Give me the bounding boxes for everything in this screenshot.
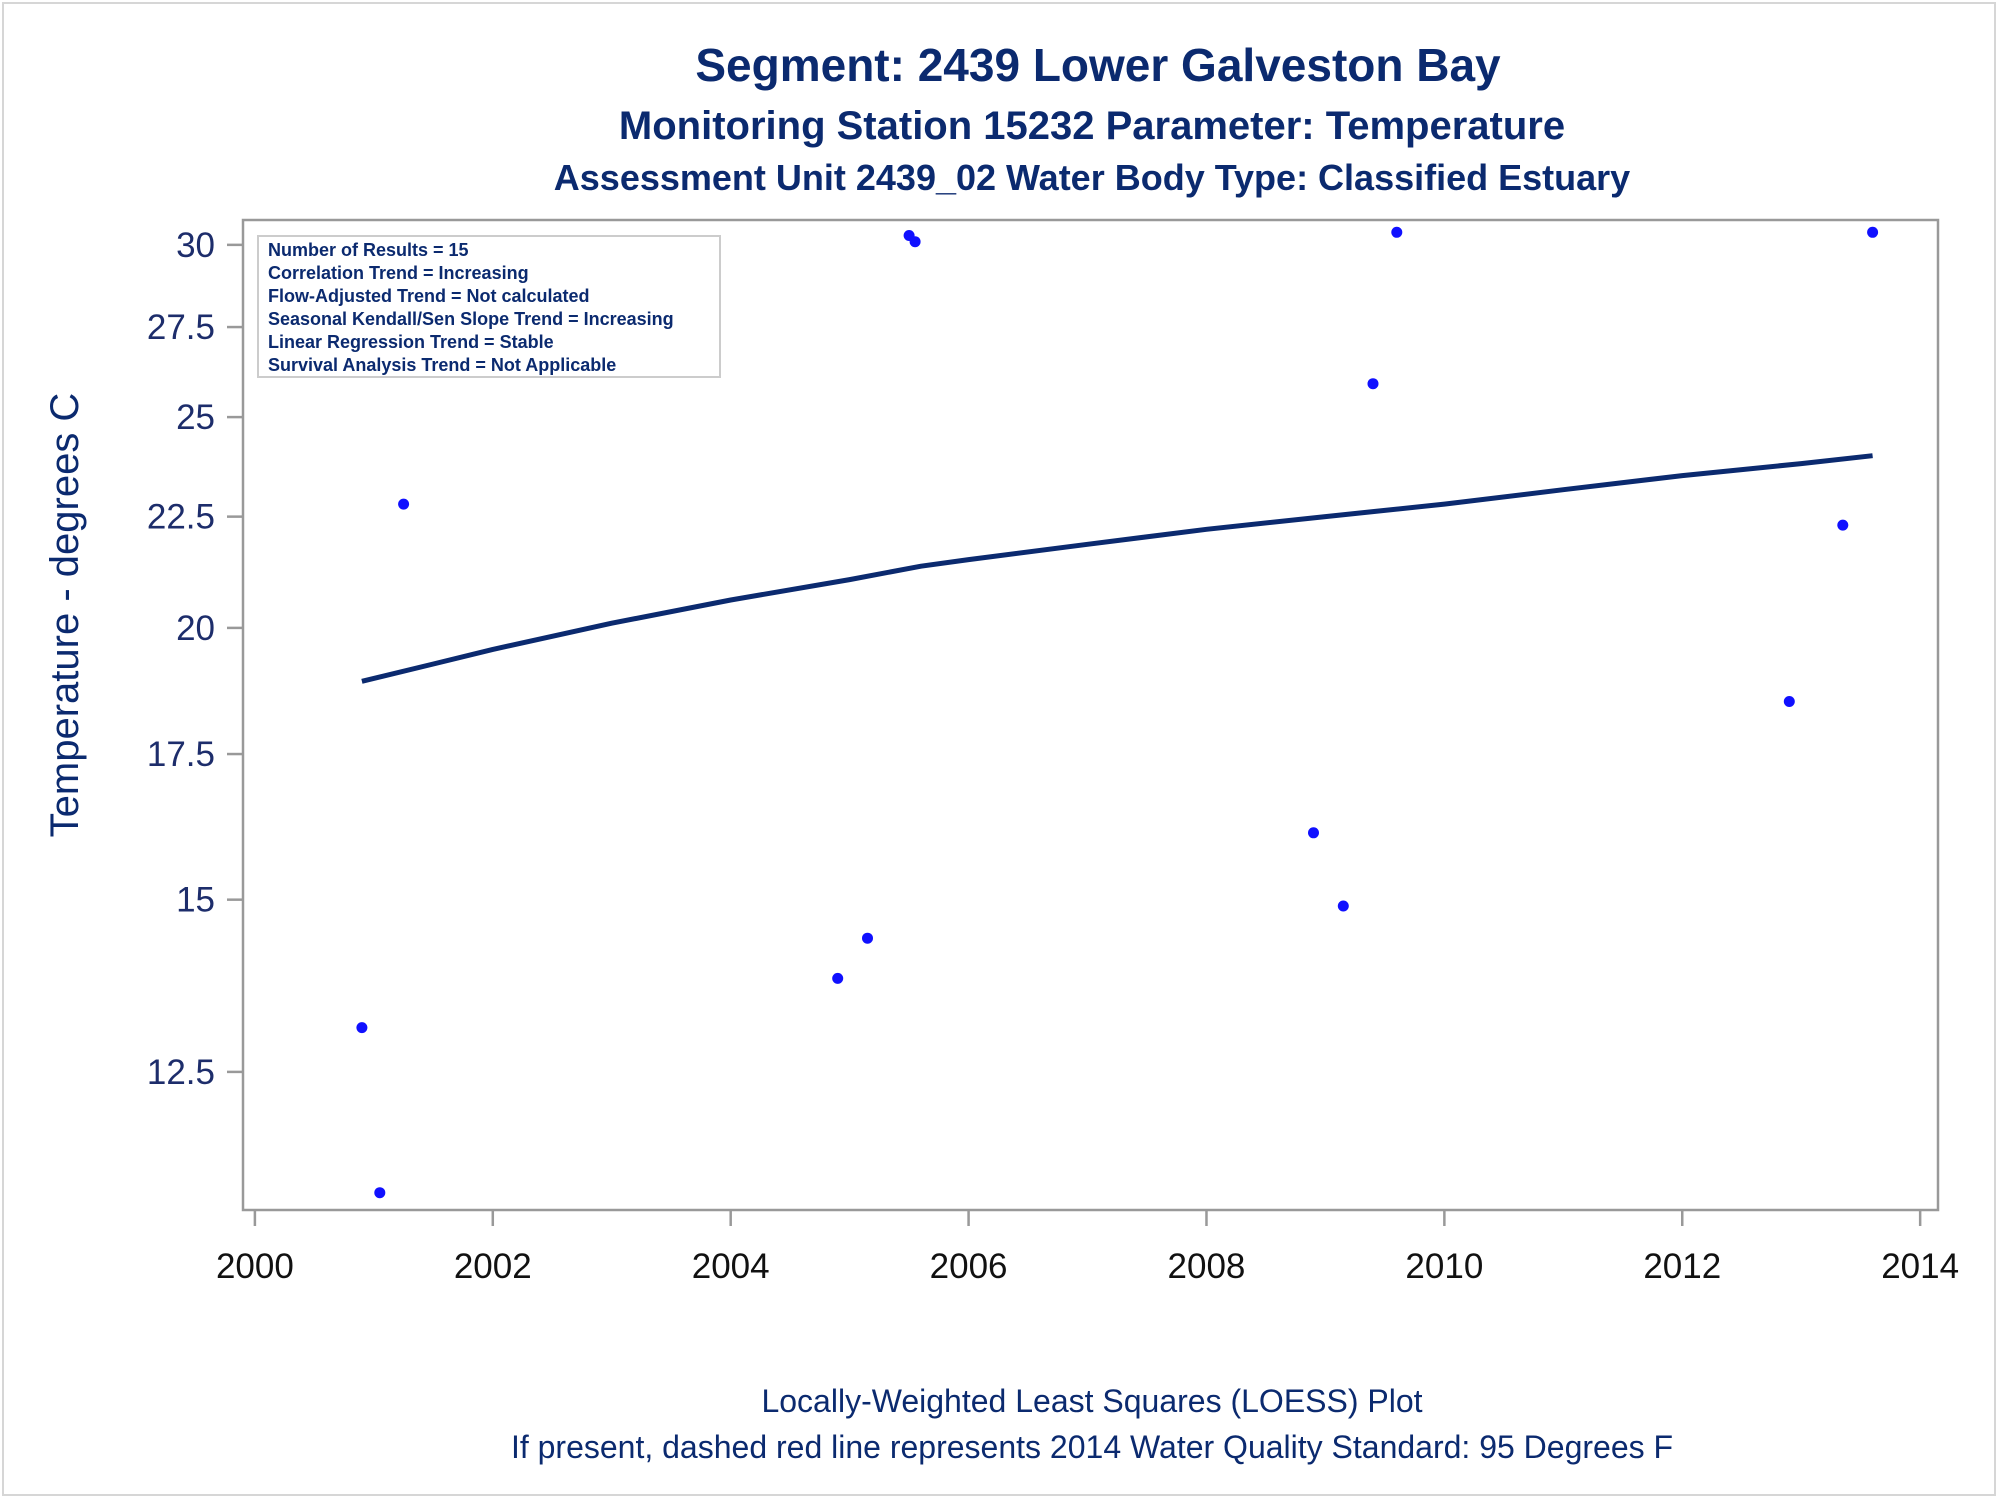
x-tick-label: 2014 bbox=[1881, 1247, 1959, 1286]
stats-box-border bbox=[257, 235, 721, 378]
stats-line-linear-regression: Linear Regression Trend = Stable bbox=[268, 332, 554, 352]
plot-area bbox=[241, 218, 1940, 1212]
data-point bbox=[1367, 378, 1379, 390]
data-point bbox=[1867, 226, 1879, 238]
loess-line bbox=[361, 453, 1873, 684]
stats-line-results: Number of Results = 15 bbox=[268, 240, 469, 260]
y-axis-label: Temperature - degrees C bbox=[43, 393, 87, 838]
x-tick-label: 2012 bbox=[1643, 1247, 1721, 1286]
data-point bbox=[862, 932, 873, 944]
footnote-standard: If present, dashed red line represents 2… bbox=[511, 1429, 1673, 1465]
data-point bbox=[1837, 519, 1849, 531]
stats-line-seasonal-kendall: Seasonal Kendall/Sen Slope Trend = Incre… bbox=[268, 309, 674, 329]
y-tick-label: 12.5 bbox=[147, 1053, 215, 1092]
x-tick-label: 2006 bbox=[930, 1247, 1008, 1286]
data-point bbox=[1308, 827, 1319, 839]
x-axis: 2000 2002 2004 2006 2008 2010 2012 2014 bbox=[216, 1210, 1959, 1286]
data-point bbox=[909, 236, 921, 248]
data-point bbox=[374, 1187, 386, 1199]
y-tick-label: 27.5 bbox=[147, 308, 215, 347]
y-tick-label: 17.5 bbox=[147, 735, 215, 774]
x-tick-label: 2002 bbox=[454, 1247, 532, 1286]
data-point bbox=[398, 498, 410, 510]
data-point bbox=[832, 972, 844, 984]
y-tick-label: 22.5 bbox=[147, 498, 215, 537]
x-tick-label: 2000 bbox=[216, 1247, 294, 1286]
loess-line-series bbox=[361, 453, 1873, 684]
y-tick-label: 20 bbox=[176, 609, 215, 648]
y-tick-label: 15 bbox=[176, 881, 215, 920]
data-point bbox=[1783, 696, 1795, 707]
footnote-loess: Locally-Weighted Least Squares (LOESS) P… bbox=[761, 1383, 1422, 1419]
chart-subtitle-2: Assessment Unit 2439_02 Water Body Type:… bbox=[554, 157, 1630, 198]
data-point bbox=[356, 1022, 368, 1034]
y-tick-label: 25 bbox=[176, 398, 215, 437]
stats-box: Number of Results = 15 Correlation Trend… bbox=[257, 235, 721, 378]
data-point bbox=[1337, 900, 1349, 912]
y-tick-label: 30 bbox=[176, 226, 215, 265]
chart-title: Segment: 2439 Lower Galveston Bay bbox=[695, 39, 1501, 91]
x-tick-label: 2010 bbox=[1405, 1247, 1483, 1286]
data-point bbox=[1391, 226, 1403, 238]
stats-line-correlation: Correlation Trend = Increasing bbox=[268, 263, 529, 283]
chart-subtitle: Monitoring Station 15232 Parameter: Temp… bbox=[619, 104, 1565, 148]
stats-line-flow-adjusted: Flow-Adjusted Trend = Not calculated bbox=[268, 286, 590, 306]
x-tick-label: 2004 bbox=[692, 1247, 770, 1286]
stats-line-survival: Survival Analysis Trend = Not Applicable bbox=[268, 355, 616, 375]
x-tick-label: 2008 bbox=[1168, 1247, 1246, 1286]
y-axis: 12.5 15 17.5 20 22.5 25 27.5 30 bbox=[147, 226, 243, 1092]
